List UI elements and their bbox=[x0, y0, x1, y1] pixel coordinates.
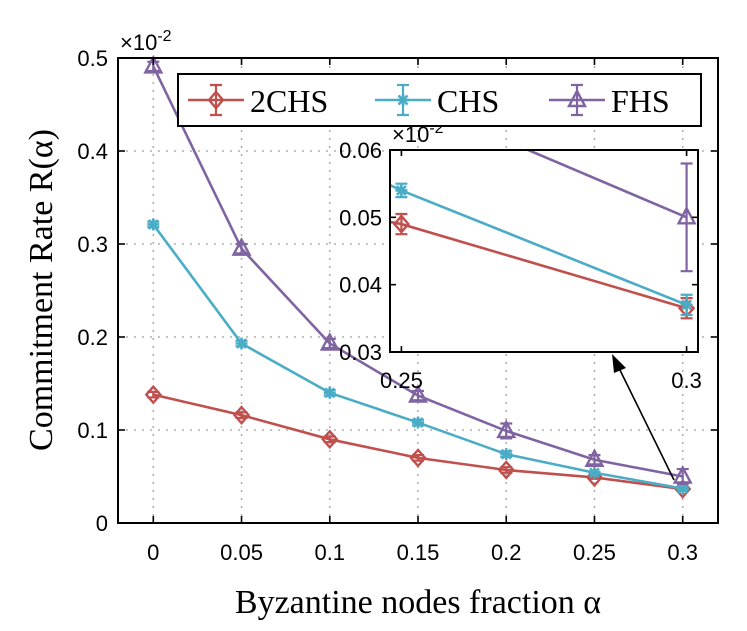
data-point bbox=[144, 384, 162, 405]
inset-y-tick-label: 0.03 bbox=[339, 340, 382, 365]
data-point bbox=[235, 337, 248, 350]
error-bar bbox=[412, 389, 424, 402]
main-series bbox=[143, 54, 693, 499]
data-point bbox=[676, 482, 689, 495]
x-tick-label: 0 bbox=[147, 540, 159, 565]
y-tick-label: 0.5 bbox=[77, 46, 108, 71]
inset-y-tick-label: 0.06 bbox=[339, 138, 382, 163]
inset-series bbox=[390, 150, 697, 320]
x-tick-label: 0.3 bbox=[667, 540, 698, 565]
inset-background bbox=[390, 150, 698, 352]
data-point bbox=[143, 54, 164, 74]
x-tick-label: 0.25 bbox=[573, 540, 616, 565]
x-tick-label: 0.15 bbox=[397, 540, 440, 565]
x-tick-label: 0.1 bbox=[314, 540, 345, 565]
x-tick-label: 0.05 bbox=[220, 540, 263, 565]
data-point bbox=[321, 429, 339, 450]
x-axis-title: Byzantine nodes fraction α bbox=[235, 584, 601, 621]
x-tick-label: 0.2 bbox=[491, 540, 522, 565]
data-point bbox=[584, 448, 605, 467]
legend-entry-2chs: 2CHS bbox=[188, 83, 328, 119]
main-ticks: 0 0.05 0.1 0.15 0.2 0.25 0.3 0 0.1 0.2 0.3 0.4 0.5 bbox=[77, 46, 718, 565]
inset-data-point bbox=[676, 205, 697, 225]
data-point bbox=[319, 331, 340, 351]
y-multiplier-exponent: -2 bbox=[157, 28, 171, 45]
error-bar bbox=[323, 337, 336, 350]
legend-label: CHS bbox=[437, 83, 499, 119]
y-tick-label: 0.2 bbox=[77, 325, 108, 350]
inset-y-tick-label: 0.05 bbox=[339, 205, 382, 230]
legend-entry-fhs: FHS bbox=[549, 83, 670, 119]
legend: 2CHS CHS FHS bbox=[177, 73, 702, 127]
y-tick-label: 0.1 bbox=[77, 418, 108, 443]
legend-entry-chs: CHS bbox=[375, 83, 499, 119]
y-axis-title: Commitment Rate R(α) bbox=[23, 129, 60, 451]
inset-data-point bbox=[392, 214, 411, 234]
inset-error-bar bbox=[680, 162, 693, 273]
data-point bbox=[232, 405, 251, 425]
error-bar bbox=[588, 454, 601, 466]
data-point bbox=[672, 464, 693, 484]
legend-marker bbox=[397, 94, 409, 106]
legend-marker bbox=[207, 90, 225, 110]
inset-series-chs bbox=[390, 182, 693, 317]
data-point bbox=[412, 416, 424, 429]
inset-x-tick-label: 0.3 bbox=[671, 368, 702, 393]
error-bar bbox=[235, 242, 248, 255]
legend-label: FHS bbox=[611, 83, 670, 119]
y-tick-label: 0.4 bbox=[77, 139, 108, 164]
inset-data-point bbox=[395, 184, 408, 197]
data-point bbox=[231, 237, 252, 256]
inset-data-point bbox=[680, 298, 693, 311]
y-tick-label: 0 bbox=[96, 511, 108, 536]
inset-y-tick-label: 0.04 bbox=[339, 273, 382, 298]
data-point bbox=[409, 448, 427, 468]
data-point bbox=[500, 448, 513, 461]
series-fhs bbox=[143, 54, 693, 486]
legend-error-bar bbox=[210, 83, 222, 117]
inset-series-fhs bbox=[524, 150, 697, 273]
y-tick-label: 0.3 bbox=[77, 232, 108, 257]
inset-zoom-panel: 0.030.040.050.060.25 0.3 ×10-2 bbox=[339, 120, 702, 393]
data-point bbox=[496, 419, 517, 439]
data-point bbox=[408, 384, 428, 403]
inset-frame bbox=[389, 149, 699, 353]
zoom-pointer-arrow bbox=[612, 354, 675, 481]
legend-box bbox=[177, 73, 702, 127]
data-point bbox=[588, 466, 601, 479]
y-multiplier: ×10-2 bbox=[120, 28, 172, 55]
inset-x-tick-label: 0.25 bbox=[380, 368, 423, 393]
legend-marker bbox=[567, 88, 587, 108]
inset-ticks: 0.03 0.04 0.05 0.06 0.25 0.3 bbox=[339, 138, 702, 393]
data-point bbox=[323, 386, 336, 399]
data-point bbox=[147, 218, 160, 231]
legend-label: 2CHS bbox=[250, 83, 328, 119]
inset-series-line bbox=[524, 150, 688, 219]
data-point bbox=[497, 460, 515, 480]
series-chs bbox=[147, 218, 689, 495]
